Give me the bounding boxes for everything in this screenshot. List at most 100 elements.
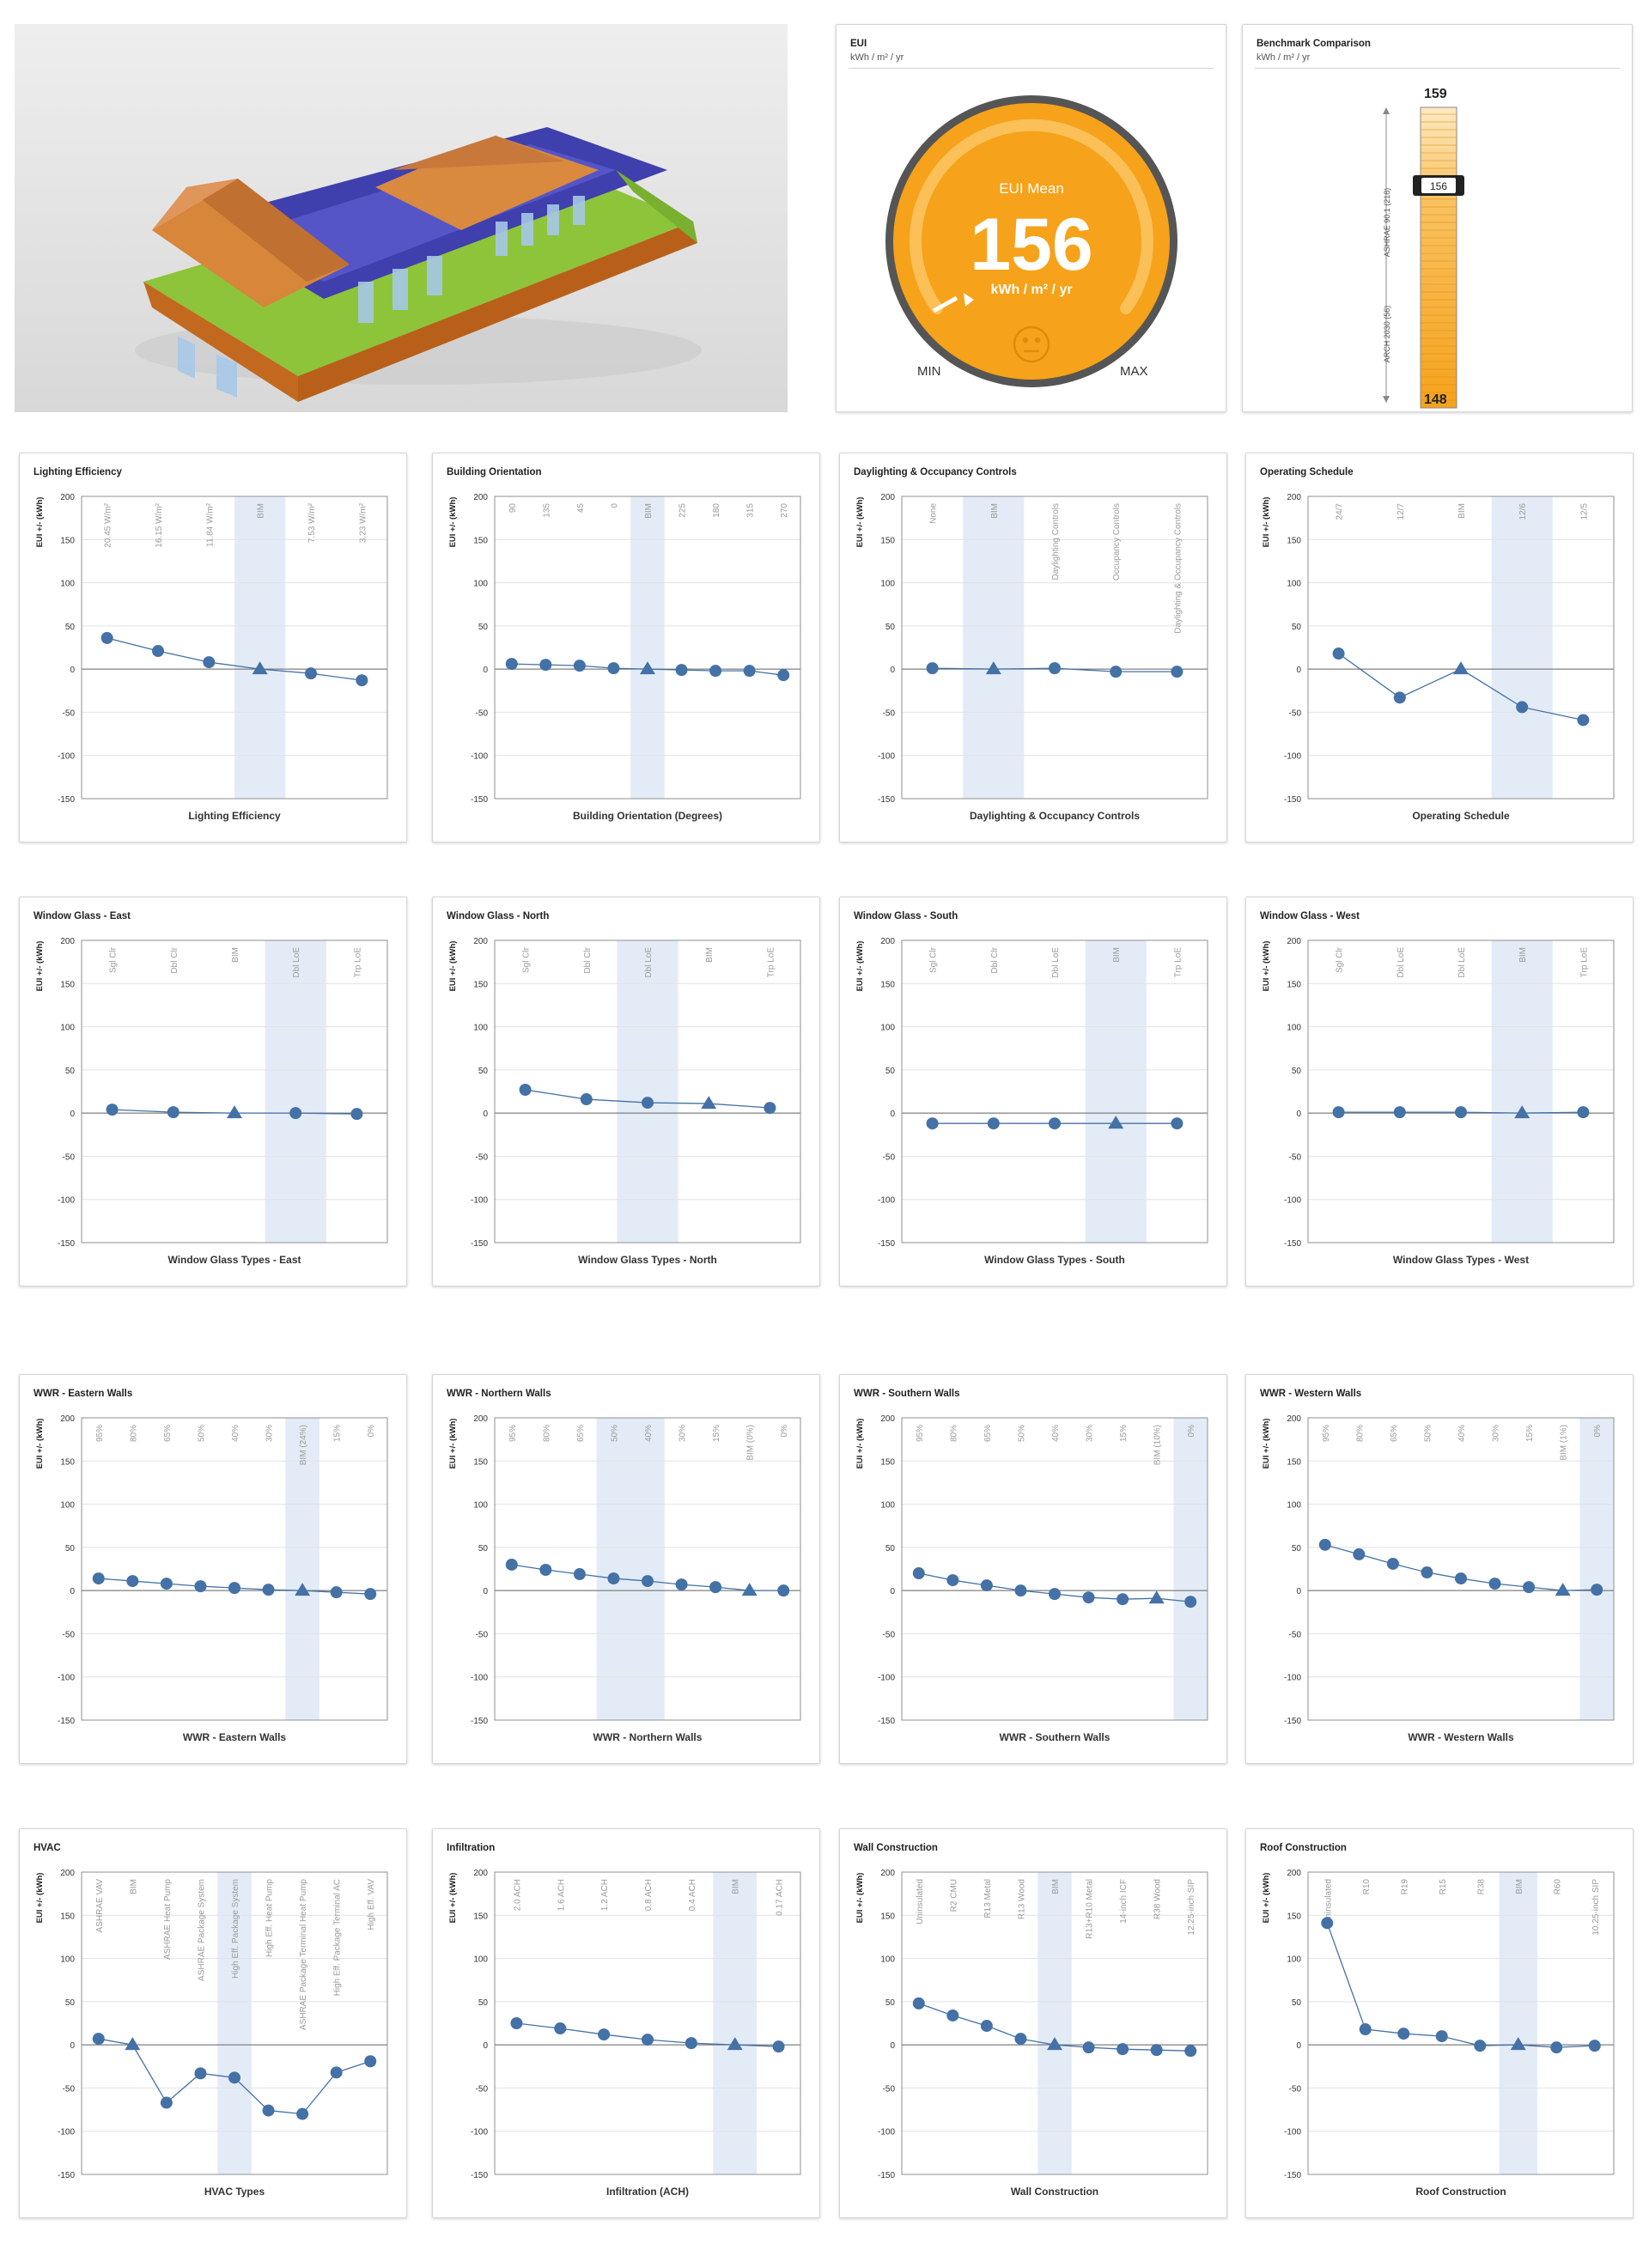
y-tick-label: 100 [1287,1955,1301,1965]
data-point [573,1568,586,1581]
y-tick-label: -100 [58,752,75,762]
category-label: 40% [1457,1425,1467,1442]
y-tick-label: 200 [1287,1869,1301,1878]
chart-plot: -150 -100 -50 0 50 100 150 200 EUI +/- (kWh) 95% 8… [1262,1414,1615,1743]
category-label: 11.84 W/m² [205,502,215,547]
category-label: 65% [576,1425,586,1442]
data-point [305,667,317,680]
category-label: BIM (10%) [1153,1425,1163,1465]
gauge-face [893,103,1170,380]
y-tick-label: 0 [890,1110,895,1119]
gauge-label: EUI Mean [999,180,1064,197]
category-label: 12/5 [1579,503,1589,520]
y-tick-label: -150 [1284,2171,1301,2180]
y-tick-label: 50 [1292,623,1302,632]
category-label: ASHRAE Heat Pump [163,1879,173,1960]
category-label: 0% [1593,1425,1603,1438]
y-tick-label: 150 [1287,1457,1301,1467]
category-label: 225 [678,503,688,518]
data-point [709,1581,722,1594]
y-tick-label: 200 [880,1414,895,1424]
y-tick-label: 100 [60,1955,75,1965]
y-tick-label: 150 [880,1457,895,1467]
data-point [1455,1106,1467,1119]
y-tick-label: -150 [1284,1239,1301,1249]
category-label: 80% [1355,1425,1365,1442]
y-tick-label: -50 [883,2084,896,2094]
highlight-band [1499,1872,1537,2174]
category-label: Dbl Clr [990,946,1000,973]
data-point [1049,662,1061,675]
category-label: ASHRAE VAV [95,1879,105,1933]
ashrae-label: ASHRAE 90.1 (218) [1383,188,1391,258]
benchmark-marker-value: 156 [1430,180,1447,192]
plot-frame [494,1417,801,1721]
eui-value: 156 [970,204,1093,286]
category-label: 80% [129,1425,138,1442]
highlight-band [1491,496,1553,799]
y-tick-label: 50 [478,1067,489,1076]
data-point [675,1578,688,1591]
chart-card-window-glass-west: Window Glass - West -150 -100 -50 0 50 100 150 2… [1245,897,1634,1286]
y-tick-label: -50 [63,1630,76,1639]
chart-title: Window Glass - South [854,911,958,921]
y-axis-label: EUI +/- (kWh) [35,1873,45,1924]
benchmark-bottom-value: 148 [1424,392,1447,407]
y-tick-label: 100 [473,1024,488,1033]
data-point [1435,2030,1448,2043]
bim-marker [125,2037,141,2051]
category-label: 1.2 ACH [600,1879,610,1911]
y-tick-label: 0 [483,1587,488,1596]
y-tick-label: -150 [878,1239,895,1249]
category-label: Dbl Clr [170,946,180,973]
data-point [607,1572,620,1585]
y-tick-label: 200 [60,1414,75,1424]
category-label: 50% [197,1425,206,1442]
y-tick-label: -100 [58,1196,75,1206]
plot-frame [901,1871,1208,2175]
chart-card-window-glass-south: Window Glass - South -150 -100 -50 0 50 100 150… [839,897,1227,1286]
y-tick-label: 100 [1287,1501,1301,1511]
category-label: 135 [542,503,551,518]
y-tick-label: -50 [1289,708,1302,718]
data-point [289,1107,302,1120]
y-axis-label: EUI +/- (kWh) [1262,1873,1271,1924]
chart-card-wall-construction: Wall Construction -150 -100 -50 0 50 100 150 200… [839,1828,1227,2218]
category-label: BIM [990,503,1000,519]
data-point [1474,2040,1487,2052]
category-label: Dbl LoE [1396,947,1406,978]
chart-card-window-glass-east: Window Glass - East -150 -100 -50 0 50 100 150 2… [19,897,407,1286]
category-label: R60 [1553,1879,1562,1895]
y-tick-label: 200 [473,493,488,502]
category-label: Daylighting Controls [1051,503,1061,581]
x-axis-label: Window Glass Types - South [984,1254,1125,1266]
category-label: ASHRAE Package Terminal Heat Pump [299,1879,308,2030]
category-label: High Eff. Package System [231,1879,240,1979]
category-label: Dbl LoE [644,947,654,978]
y-tick-label: 50 [885,1998,896,2008]
category-label: 40% [231,1425,240,1442]
data-point [228,2071,240,2084]
y-tick-label: 100 [880,1501,895,1511]
plot-frame [81,496,388,800]
data-point [1150,2044,1163,2057]
plot-frame [81,1417,388,1721]
chart-card-hvac: HVAC -150 -100 -50 0 50 100 150 200 EUI +/- (kWh)… [19,1828,407,2218]
y-tick-label: 150 [60,1912,75,1921]
y-tick-label: 0 [70,2041,75,2051]
y-tick-label: 100 [880,580,895,589]
chart-card-roof-construction: Roof Construction -150 -100 -50 0 50 100 150 200… [1245,1828,1634,2218]
series-line [1326,1923,1595,2048]
y-tick-label: 200 [473,937,488,946]
category-label: 30% [678,1425,688,1442]
y-tick-label: 0 [1296,2041,1301,2051]
category-label: 15% [1525,1425,1535,1442]
y-tick-label: -50 [1289,2084,1302,2094]
category-label: 12.25-inch SIP [1187,1879,1196,1936]
y-tick-label: -50 [476,2084,489,2094]
category-label: 10.25-inch SIP [1591,1879,1601,1936]
chart-plot: -150 -100 -50 0 50 100 150 200 EUI +/- (kWh) Sgl … [35,937,388,1266]
x-axis-label: WWR - Eastern Walls [183,1731,287,1743]
data-point [709,665,722,678]
data-point [1588,2040,1601,2052]
